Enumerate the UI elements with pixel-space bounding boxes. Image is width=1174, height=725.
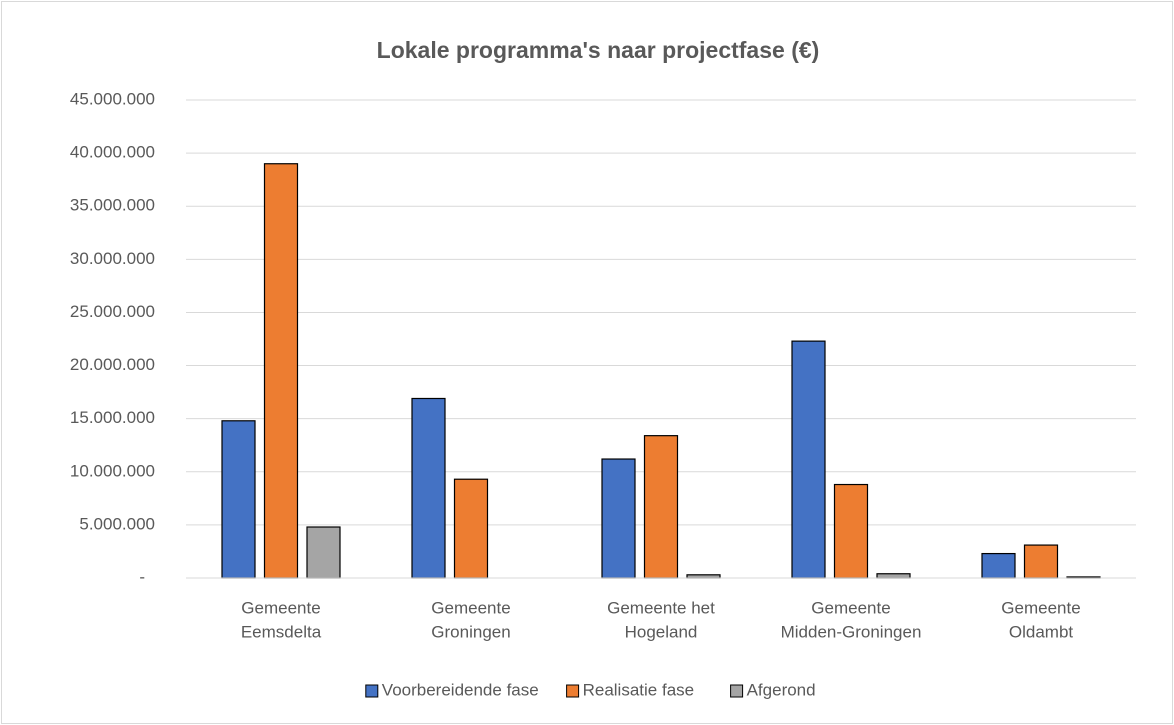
x-tick-label: Groningen <box>431 622 510 641</box>
y-tick-label: 35.000.000 <box>70 196 155 215</box>
x-tick-label: Eemsdelta <box>241 622 322 641</box>
bar <box>263 163 299 579</box>
bar <box>221 420 256 579</box>
bar <box>1023 544 1059 579</box>
bar <box>833 483 869 579</box>
bar <box>643 435 679 579</box>
y-tick-label: 40.000.000 <box>70 143 155 162</box>
bar <box>981 552 1016 579</box>
x-tick-label: Gemeente <box>431 598 510 617</box>
legend-swatch <box>566 684 580 698</box>
legend-label: Voorbereidende fase <box>382 680 539 699</box>
legend-label: Realisatie fase <box>583 680 695 699</box>
bar <box>453 478 489 579</box>
y-tick-label: 15.000.000 <box>70 408 155 427</box>
x-tick-label: Hogeland <box>625 622 698 641</box>
y-tick-label: 10.000.000 <box>70 461 155 480</box>
legend-swatch <box>365 684 379 698</box>
bar <box>601 458 636 579</box>
y-tick-label: 5.000.000 <box>79 514 155 533</box>
y-tick-label: 20.000.000 <box>70 355 155 374</box>
y-tick-label: - <box>139 567 145 586</box>
legend-label: Afgerond <box>747 680 816 699</box>
x-tick-label: Gemeente <box>811 598 890 617</box>
chart-title: Lokale programma's naar projectfase (€) <box>377 37 820 63</box>
x-tick-label: Oldambt <box>1009 622 1074 641</box>
x-tick-label: Gemeente <box>241 598 320 617</box>
x-tick-label: Midden-Groningen <box>781 622 922 641</box>
bar <box>791 340 826 579</box>
y-tick-label: 45.000.000 <box>70 89 155 108</box>
bar <box>411 397 446 579</box>
bar <box>306 526 341 579</box>
bar <box>876 573 911 579</box>
y-tick-label: 30.000.000 <box>70 249 155 268</box>
y-tick-label: 25.000.000 <box>70 302 155 321</box>
x-tick-label: Gemeente <box>1001 598 1080 617</box>
legend-swatch <box>730 684 744 698</box>
x-tick-label: Gemeente het <box>607 598 715 617</box>
